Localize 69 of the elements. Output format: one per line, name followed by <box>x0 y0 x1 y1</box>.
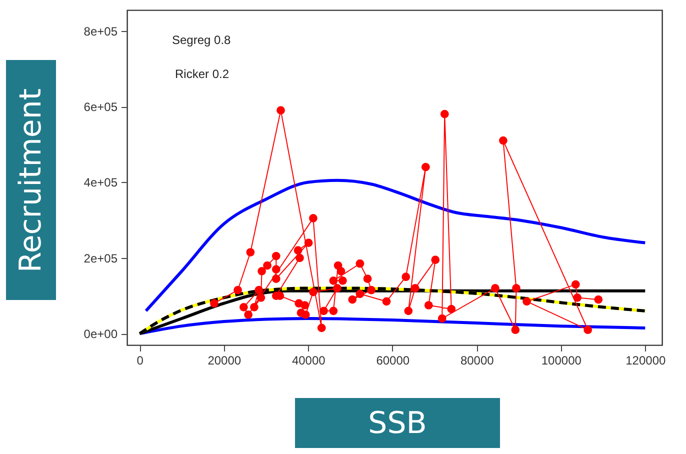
point <box>272 252 280 260</box>
point <box>246 248 255 256</box>
point <box>410 284 420 292</box>
x-tick-label: 60000 <box>376 354 410 368</box>
x-tick-label: 120000 <box>626 354 666 368</box>
x-tick-label: 80000 <box>460 354 494 368</box>
point <box>329 276 338 285</box>
point <box>258 267 266 276</box>
point <box>421 162 430 172</box>
point <box>256 294 266 302</box>
point <box>336 267 346 276</box>
point <box>584 326 592 334</box>
point <box>431 256 440 264</box>
point <box>356 259 364 268</box>
point <box>329 306 338 316</box>
point <box>440 110 449 118</box>
point <box>404 306 413 316</box>
point <box>276 106 285 114</box>
y-tick-label: 8e+05 <box>84 24 118 38</box>
y-tick-label: 6e+05 <box>84 100 118 114</box>
point <box>491 284 500 292</box>
point <box>300 301 309 310</box>
point <box>320 306 328 316</box>
point <box>512 284 520 292</box>
point <box>250 302 258 312</box>
point <box>338 276 347 285</box>
point <box>447 304 456 314</box>
y-tick-label: 0e+00 <box>84 327 118 342</box>
annotation: Segreg 0.8 <box>172 33 232 47</box>
point <box>244 310 253 319</box>
point <box>573 294 582 302</box>
point <box>367 286 376 294</box>
point <box>402 272 410 282</box>
line-series <box>144 178 647 312</box>
x-tick-label: 40000 <box>292 354 326 368</box>
y-tick-label: 4e+05 <box>84 176 118 190</box>
point <box>301 310 310 319</box>
y-axis-title: Recruitment <box>14 88 49 272</box>
point <box>304 238 313 247</box>
point <box>210 299 218 308</box>
point <box>438 314 446 323</box>
point <box>511 326 520 334</box>
point <box>254 286 264 294</box>
point <box>317 324 326 332</box>
x-tick-label: 20000 <box>208 354 242 368</box>
point <box>240 302 248 312</box>
point <box>263 261 272 270</box>
point <box>294 246 302 255</box>
point <box>571 280 580 289</box>
x-tick-label: 100000 <box>541 354 582 368</box>
point <box>499 136 508 145</box>
point <box>333 284 342 292</box>
point <box>309 214 318 222</box>
point <box>234 286 242 294</box>
point <box>424 301 433 310</box>
point <box>522 297 531 306</box>
point <box>356 290 364 298</box>
point <box>348 295 357 304</box>
y-tick-label: 2e+05 <box>84 251 118 266</box>
point <box>309 288 318 296</box>
point <box>382 297 391 306</box>
annotation: Ricker 0.2 <box>175 67 230 81</box>
point <box>272 265 280 274</box>
point <box>296 254 304 262</box>
point <box>594 295 603 304</box>
point <box>363 274 372 283</box>
x-axis-title: SSB <box>295 398 500 448</box>
point <box>272 274 280 283</box>
x-tick-label: 0 <box>136 354 144 368</box>
